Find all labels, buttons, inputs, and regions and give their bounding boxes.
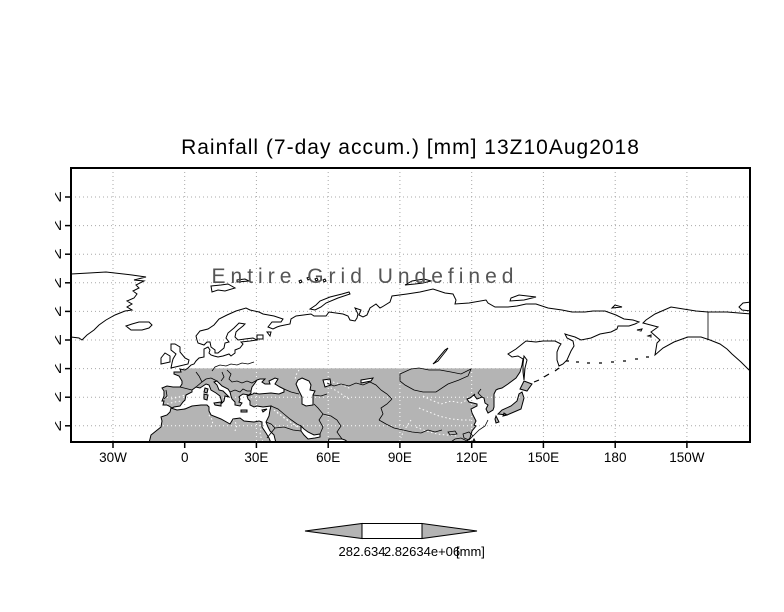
country-borders [163,312,709,442]
lat-axis-labels: 110N 100N 90N 80N 70N 60N 50N 40N 30N [55,190,62,434]
lat-tick-label: 40N [55,390,62,405]
lat-tick-label: 100N [55,218,62,233]
colorbar-left-value: 282.634 [339,544,386,559]
colorbar: 282.634 2.82634e+06 [mm] [304,522,485,559]
colorbar-units: [mm] [456,544,485,559]
lon-tick-label: 0 [181,450,189,465]
lon-tick-label: 30E [244,450,268,465]
lon-tick-label: 60E [316,450,340,465]
lon-tick-label: 90E [388,450,412,465]
rivers [166,369,473,443]
colorbar-right-value: 2.82634e+06 [384,544,460,559]
colorbar-left-arrow [304,522,363,540]
lat-axis [65,196,71,427]
lon-tick-label: 120E [456,450,488,465]
lat-tick-label: 30N [55,418,62,433]
lon-tick-label: 150E [528,450,560,465]
lon-axis-labels: 30W 0 30E 60E 90E 120E 150E 180 150W [99,450,705,465]
lat-tick-label: 70N [55,304,62,319]
lat-tick-label: 90N [55,247,62,262]
lat-tick-label: 80N [55,275,62,290]
lon-tick-label: 150W [669,450,705,465]
lat-tick-label: 110N [55,190,62,205]
lat-tick-label: 50N [55,361,62,376]
map-frame [70,167,751,443]
colorbar-middle-segment [361,523,423,539]
map-inner [70,167,751,443]
map-canvas: 110N 100N 90N 80N 70N 60N 50N 40N 30N 30… [55,167,751,465]
colorbar-right-arrow [421,522,478,540]
island-chain-dots [533,356,649,383]
grid-undefined-message: Entire Grid Undefined [211,265,519,288]
plot-title: Rainfall (7-day accum.) [mm] 13Z10Aug201… [181,136,640,159]
lon-tick-label: 30W [99,450,127,465]
lat-tick-label: 60N [55,333,62,348]
lon-tick-label: 180 [604,450,627,465]
lon-axis [112,442,688,448]
